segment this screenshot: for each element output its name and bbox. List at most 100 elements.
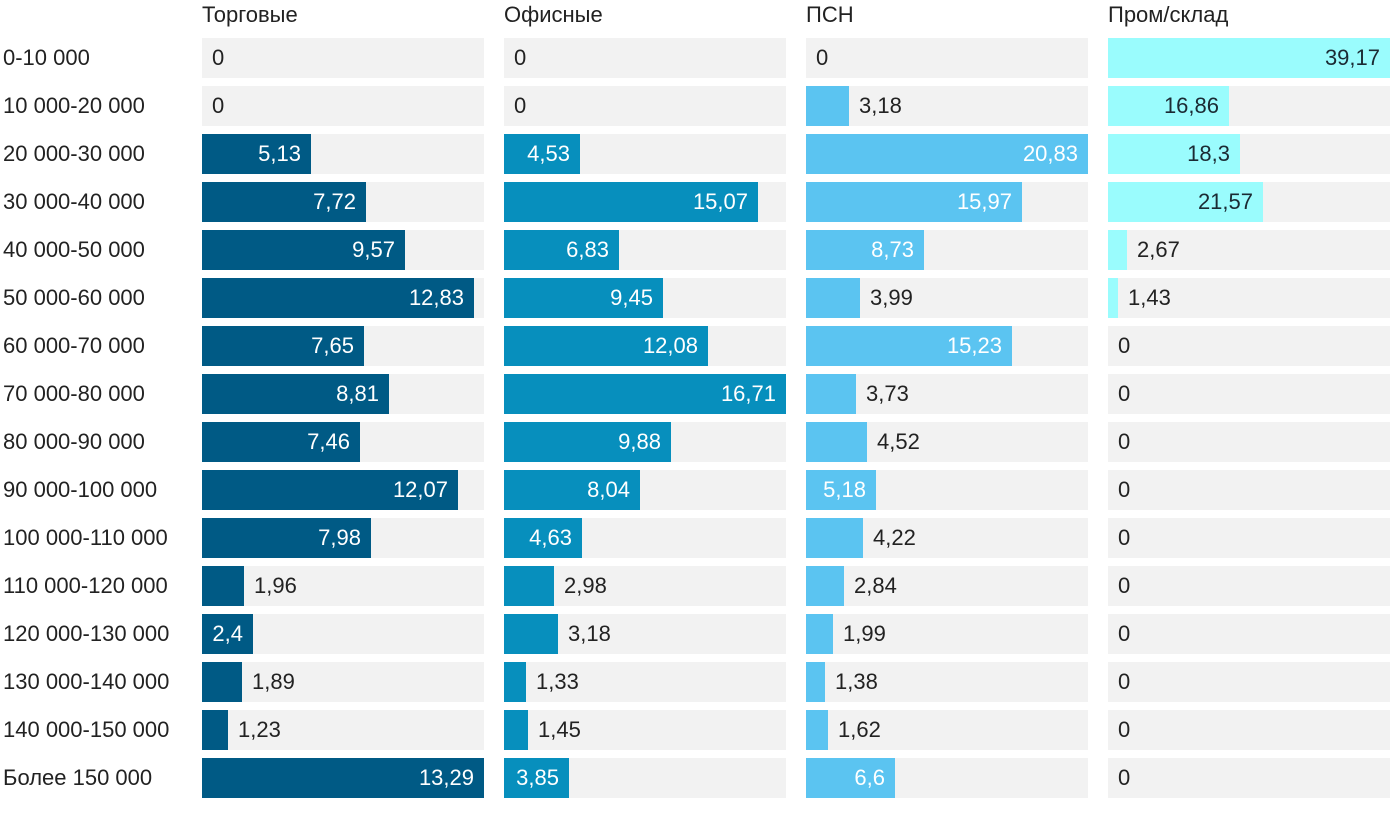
bar [806, 566, 844, 606]
bar [1108, 230, 1127, 270]
bar [202, 614, 253, 654]
category-label: 20 000-30 000 [3, 141, 145, 166]
category-label: 40 000-50 000 [3, 237, 145, 262]
data-label: 0 [1118, 429, 1131, 454]
data-label: 0 [1118, 765, 1131, 790]
category-label: 120 000-130 000 [3, 621, 170, 646]
bar [202, 182, 366, 222]
bar-track: 7,72 [202, 182, 484, 222]
bar-track: 12,08 [504, 326, 786, 366]
data-label: 1,23 [238, 717, 281, 742]
bar-track: 15,23 [806, 326, 1088, 366]
bar-track: 8,81 [202, 374, 484, 414]
bar-track: 16,86 [1108, 86, 1390, 126]
bar-track: 15,07 [504, 182, 786, 222]
data-label: 0 [1118, 669, 1131, 694]
bar-track: 7,65 [202, 326, 484, 366]
bar [1108, 182, 1263, 222]
bar-track: 2,67 [1108, 230, 1390, 270]
data-label: 7,65 [311, 333, 354, 358]
category-label: 30 000-40 000 [3, 189, 145, 214]
bar [202, 662, 242, 702]
data-label: 4,22 [873, 525, 916, 550]
bar-track: 3,73 [806, 374, 1088, 414]
bar-track: 7,98 [202, 518, 484, 558]
bar-track: 5,13 [202, 134, 484, 174]
category-label: 60 000-70 000 [3, 333, 145, 358]
data-label: 12,07 [392, 477, 448, 502]
bar-track: 20,83 [806, 134, 1088, 174]
series-title: Торговые [202, 2, 298, 27]
data-label: 2,84 [854, 573, 897, 598]
category-label: 100 000-110 000 [3, 525, 168, 550]
bar [806, 230, 924, 270]
bar [1108, 86, 1229, 126]
bar-track: 0 [1108, 326, 1390, 366]
data-label: 2,4 [212, 621, 243, 646]
bar-track: 9,45 [504, 278, 786, 318]
data-label: 21,57 [1197, 189, 1253, 214]
bar [202, 134, 311, 174]
bar-track: 39,17 [1108, 38, 1390, 78]
data-label: 1,45 [538, 717, 581, 742]
bar [806, 518, 863, 558]
bar [806, 758, 895, 798]
data-label: 0 [212, 93, 225, 118]
bar-track: 0 [1108, 614, 1390, 654]
data-label: 1,99 [843, 621, 886, 646]
bar-track: 7,46 [202, 422, 484, 462]
data-label: 0 [1118, 573, 1131, 598]
data-label: 4,63 [529, 525, 572, 550]
category-label: 80 000-90 000 [3, 429, 145, 454]
bar [504, 710, 528, 750]
bar [806, 326, 1012, 366]
bar-track: 0 [504, 86, 786, 126]
category-label: 110 000-120 000 [3, 573, 168, 598]
data-label: 3,85 [516, 765, 559, 790]
data-label: 9,57 [352, 237, 395, 262]
data-label: 15,97 [956, 189, 1012, 214]
bar [806, 614, 833, 654]
bar [202, 230, 405, 270]
bar-track: 0 [1108, 422, 1390, 462]
data-label: 16,71 [720, 381, 776, 406]
data-label: 15,07 [692, 189, 748, 214]
data-label: 0 [1118, 477, 1131, 502]
bar-track: 1,45 [504, 710, 786, 750]
bar-track: 0 [1108, 566, 1390, 606]
bar-track: 1,89 [202, 662, 484, 702]
bar [504, 182, 758, 222]
bar-track: 6,83 [504, 230, 786, 270]
bar-track: 9,57 [202, 230, 484, 270]
bar-track: 0 [806, 38, 1088, 78]
bar-track: 0 [202, 38, 484, 78]
bar [504, 134, 580, 174]
data-label: 7,72 [313, 189, 356, 214]
bar-track: 18,3 [1108, 134, 1390, 174]
bar [504, 278, 663, 318]
data-label: 0 [1118, 621, 1131, 646]
bar [504, 326, 708, 366]
data-label: 5,18 [823, 477, 866, 502]
bar [806, 422, 867, 462]
bar [202, 710, 228, 750]
bar-track: 12,83 [202, 278, 484, 318]
data-label: 4,53 [527, 141, 570, 166]
bar [504, 758, 569, 798]
data-label: 0 [816, 45, 829, 70]
data-label: 3,18 [568, 621, 611, 646]
data-label: 0 [1118, 381, 1131, 406]
data-label: 8,04 [587, 477, 630, 502]
bar-track: 6,6 [806, 758, 1088, 798]
data-label: 5,13 [258, 141, 301, 166]
bar [202, 326, 364, 366]
category-label: Более 150 000 [3, 765, 153, 790]
bar-track: 2,84 [806, 566, 1088, 606]
data-label: 16,86 [1163, 93, 1219, 118]
data-label: 9,45 [610, 285, 653, 310]
bar [504, 614, 558, 654]
bar [806, 278, 860, 318]
data-label: 3,73 [866, 381, 909, 406]
bar [202, 278, 474, 318]
bar [504, 230, 619, 270]
